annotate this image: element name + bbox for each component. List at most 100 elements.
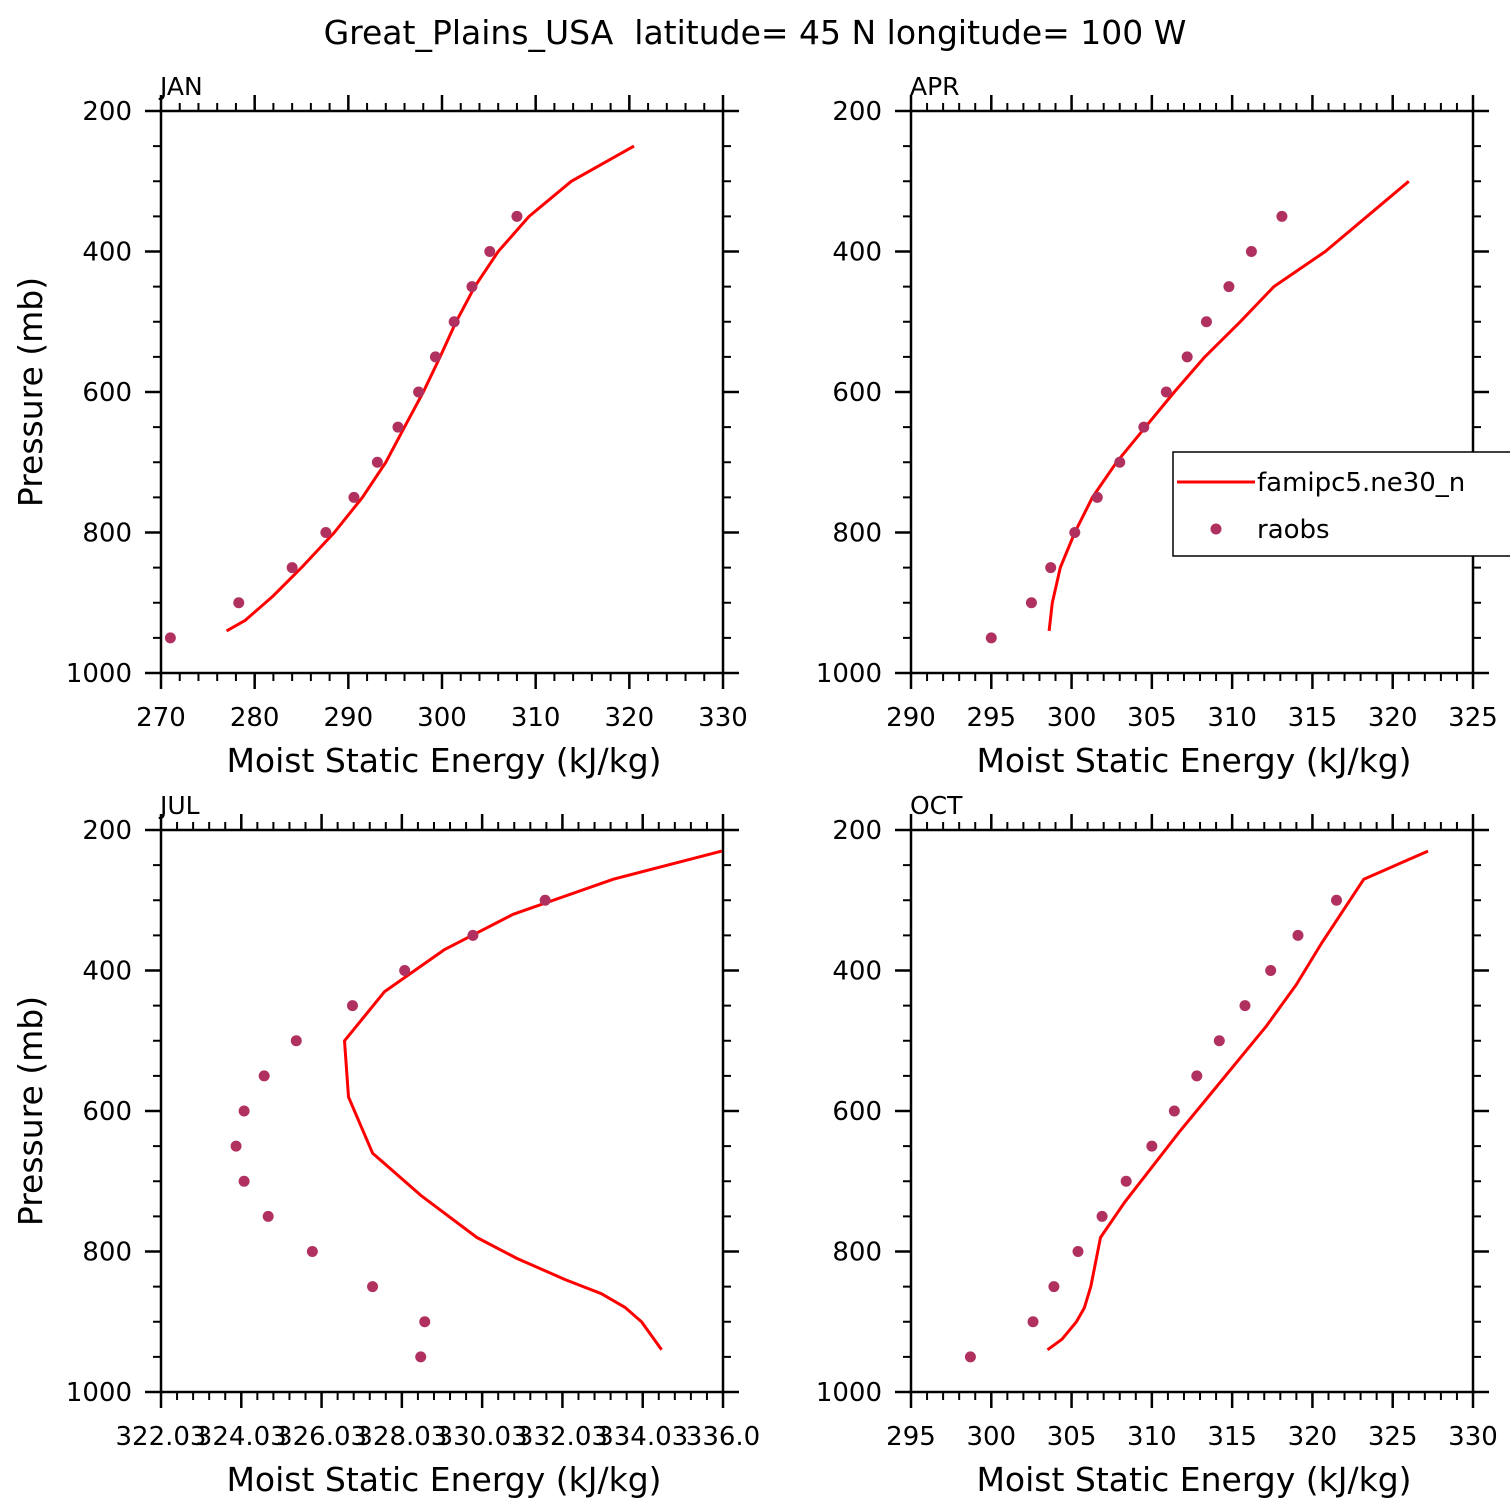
obs-point — [286, 562, 298, 574]
x-tick-label: 305 — [1047, 1422, 1097, 1452]
panels: JAN 270 280 290 300 310 320 330 200 400 600 800 1000… — [11, 72, 1510, 1499]
x-tick-label: 310 — [1207, 703, 1257, 733]
obs-point — [262, 1210, 274, 1222]
y-axis-label: Pressure (mb) — [11, 277, 50, 507]
x-tick-label: 315 — [1207, 1422, 1257, 1452]
x-tick-label: 330 — [1448, 1422, 1498, 1452]
plot-frame — [159, 109, 725, 675]
obs-point — [1138, 421, 1150, 433]
y-tick-label: 800 — [832, 519, 882, 549]
obs-point — [466, 281, 478, 293]
model-line — [1047, 180, 1410, 632]
obs-point — [1096, 1210, 1108, 1222]
x-tick-label: 322.03 — [116, 1422, 207, 1452]
model-line — [343, 849, 723, 1351]
obs-point — [392, 421, 404, 433]
x-tick-label: 325 — [1368, 1422, 1418, 1452]
y-tick-label: 800 — [82, 1238, 132, 1268]
y-tick-label: 800 — [82, 519, 132, 549]
x-tick-label: 326.03 — [276, 1422, 367, 1452]
y-tick-label: 600 — [832, 1097, 882, 1127]
x-tick-label: 290 — [886, 703, 936, 733]
obs-point — [346, 1000, 358, 1012]
obs-point — [238, 1105, 250, 1117]
x-tick-label: 334.03 — [597, 1422, 688, 1452]
x-tick-label: 310 — [1127, 1422, 1177, 1452]
x-tick-label: 332.03 — [517, 1422, 608, 1452]
y-tick-label: 400 — [832, 238, 882, 268]
obs-point — [467, 929, 479, 941]
obs-point — [1265, 965, 1277, 976]
legend-label-obs: raobs — [1257, 515, 1330, 545]
y-tick-label: 200 — [82, 816, 132, 846]
obs-point — [164, 632, 176, 644]
x-tick-label: 315 — [1288, 703, 1338, 733]
y-tick-label: 600 — [832, 378, 882, 408]
series-group — [164, 144, 635, 644]
obs-point — [1072, 1246, 1084, 1257]
x-tick-label: 295 — [966, 703, 1016, 733]
x-tick-label: 330 — [698, 703, 748, 733]
y-tick-label: 200 — [832, 97, 882, 127]
y-axis-label: Pressure (mb) — [11, 996, 50, 1226]
panel-title: JUL — [158, 791, 200, 820]
legend-marker-swatch — [1210, 523, 1222, 535]
obs-point — [1120, 1175, 1132, 1187]
x-tick-label: 300 — [1047, 703, 1097, 733]
obs-point — [1045, 562, 1057, 574]
model-line — [1046, 849, 1429, 1352]
series-group — [985, 180, 1410, 644]
obs-point — [306, 1246, 318, 1257]
plot-frame — [909, 109, 1475, 675]
y-tick-label: 800 — [832, 1238, 882, 1268]
panel-title: OCT — [910, 791, 963, 820]
series-group — [230, 849, 723, 1363]
obs-point — [1160, 386, 1172, 398]
x-tick-label: 320 — [1368, 703, 1418, 733]
y-tick-label: 400 — [82, 238, 132, 268]
series-group — [964, 849, 1429, 1363]
x-tick-label: 300 — [417, 703, 467, 733]
x-tick-label: 328.03 — [356, 1422, 447, 1452]
obs-point — [1276, 210, 1288, 222]
plot-frame — [909, 828, 1475, 1394]
panel-oct: OCT 295 300 305 310 315 320 325 330 200 400 600 800 1… — [816, 791, 1498, 1499]
obs-point — [964, 1351, 976, 1363]
obs-point — [371, 456, 383, 468]
obs-point — [429, 351, 441, 363]
obs-point — [1027, 1316, 1039, 1328]
y-tick-label: 400 — [832, 957, 882, 987]
obs-point — [1114, 456, 1126, 468]
obs-point — [1239, 1000, 1251, 1012]
obs-point — [1146, 1140, 1158, 1152]
obs-point — [1200, 316, 1212, 328]
panel-jan: JAN 270 280 290 300 310 320 330 200 400 600 800 1000… — [11, 72, 748, 780]
obs-point — [1091, 491, 1103, 503]
obs-point — [1168, 1105, 1180, 1117]
x-tick-label: 336.0 — [686, 1422, 760, 1452]
obs-point — [1213, 1035, 1225, 1047]
legend-label-model: famipc5.ne30_n — [1257, 468, 1465, 498]
x-tick-label: 310 — [511, 703, 561, 733]
obs-point — [539, 894, 551, 906]
legend-box — [1172, 451, 1510, 557]
obs-point — [448, 316, 460, 328]
y-tick-label: 600 — [82, 378, 132, 408]
obs-point — [1245, 246, 1257, 257]
y-tick-label: 200 — [82, 97, 132, 127]
obs-point — [290, 1035, 302, 1047]
x-axis-label: Moist Static Energy (kJ/kg) — [976, 741, 1411, 780]
x-tick-label: 330.03 — [437, 1422, 528, 1452]
obs-point — [419, 1316, 431, 1328]
obs-point — [1069, 527, 1081, 538]
y-tick-label: 1000 — [66, 659, 132, 689]
y-tick-label: 1000 — [66, 1378, 132, 1408]
obs-point — [367, 1281, 379, 1293]
obs-point — [1223, 281, 1235, 293]
obs-point — [1292, 929, 1304, 941]
model-line — [225, 144, 635, 633]
obs-point — [415, 1351, 427, 1363]
x-axis-label: Moist Static Energy (kJ/kg) — [976, 1460, 1411, 1499]
obs-point — [511, 210, 523, 222]
